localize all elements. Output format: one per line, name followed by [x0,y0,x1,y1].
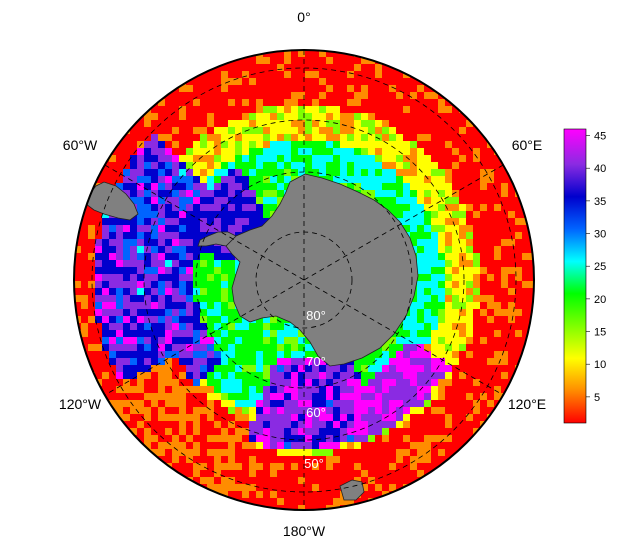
lon-label-0: 0° [297,9,310,25]
colorbar-tick-label: 30 [594,229,606,241]
south-america-tip [85,181,139,221]
lat-label-70: 70° [306,354,326,369]
lat-label-80: 80° [306,308,326,323]
meridian-60w-120e [104,164,504,396]
latitude-circle-60 [143,119,465,441]
lon-label-120e: 120°E [508,396,546,412]
lon-label-120w: 120°W [59,396,102,412]
lat-label-60: 60° [306,405,326,420]
lat-label-50: 50° [304,456,324,471]
colorbar-tick-label: 45 [594,131,606,143]
colorbar: 45 40 35 30 25 20 15 10 5 [563,128,606,424]
new-zealand-fragment [339,479,365,501]
colorbar-tick-label: 25 [594,261,606,273]
colorbar-tick-label: 35 [594,196,606,208]
colorbar-tick-label: 15 [594,327,606,339]
colorbar-tick-label: 40 [594,163,606,175]
lon-label-60e: 60°E [512,137,543,153]
lon-label-60w: 60°W [63,137,98,153]
colorbar-tick-label: 5 [594,392,600,404]
colorbar-tick-label: 20 [594,294,606,306]
antarctic-peninsula [197,231,237,247]
meridian-60e-120w [104,164,504,396]
colorbar-gradient [563,128,587,424]
lon-label-180w: 180°W [283,523,326,539]
graticule [91,50,517,510]
colorbar-tick-label: 10 [594,359,606,371]
latitude-circle-50 [91,67,517,493]
map-border [73,49,535,511]
